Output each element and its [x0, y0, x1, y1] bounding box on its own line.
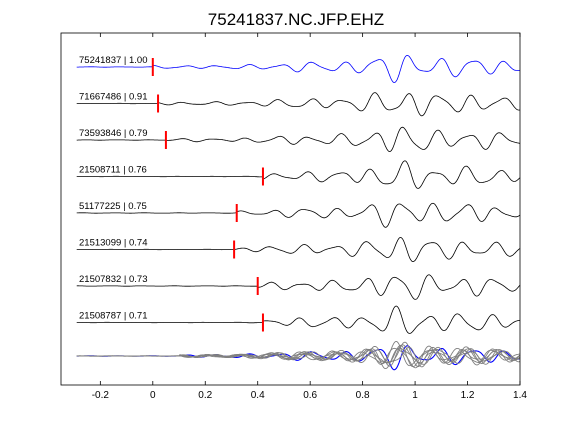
- trace-line: [76, 274, 521, 300]
- trace-label: 73593846 | 0.79: [79, 128, 148, 139]
- x-tick-label: 0.2: [198, 390, 212, 401]
- x-tick-label: 0.6: [303, 390, 317, 401]
- trace-label: 71667486 | 0.91: [79, 92, 148, 103]
- axes-frame: [60, 32, 521, 386]
- x-tick-label: 0.4: [251, 390, 265, 401]
- trace-label: 21508711 | 0.76: [79, 165, 147, 176]
- trace-line: [76, 305, 521, 334]
- x-axis: -0.2 0 0.2 0.4 0.6 0.8 1 1.2 1.4: [92, 33, 527, 401]
- stack-trace: [76, 341, 521, 367]
- trace-label: 21507832 | 0.73: [79, 274, 148, 285]
- trace-label: 75241837 | 1.00: [79, 55, 148, 66]
- trace-line: [76, 92, 521, 117]
- trace-line: [76, 160, 521, 189]
- x-tick-label: -0.2: [92, 390, 110, 401]
- trace-line: [76, 202, 521, 228]
- trace-label: 21508787 | 0.71: [79, 311, 148, 322]
- chart-title: 75241837.NC.JFP.EHZ: [208, 10, 384, 29]
- x-tick-label: 0.8: [356, 390, 370, 401]
- plot-area: 75241837 | 1.00 71667486 | 0.91 73593846 |…: [76, 54, 521, 371]
- trace-label: 51177225 | 0.75: [79, 201, 147, 212]
- x-tick-label: 1.4: [513, 390, 527, 401]
- trace-line: [76, 54, 521, 84]
- trace-line: [76, 126, 521, 153]
- x-tick-label: 0: [150, 390, 156, 401]
- x-tick-label: 1: [412, 390, 418, 401]
- trace-label: 21513099 | 0.74: [79, 238, 148, 249]
- trace-line: [76, 236, 521, 262]
- x-tick-label: 1.2: [461, 390, 475, 401]
